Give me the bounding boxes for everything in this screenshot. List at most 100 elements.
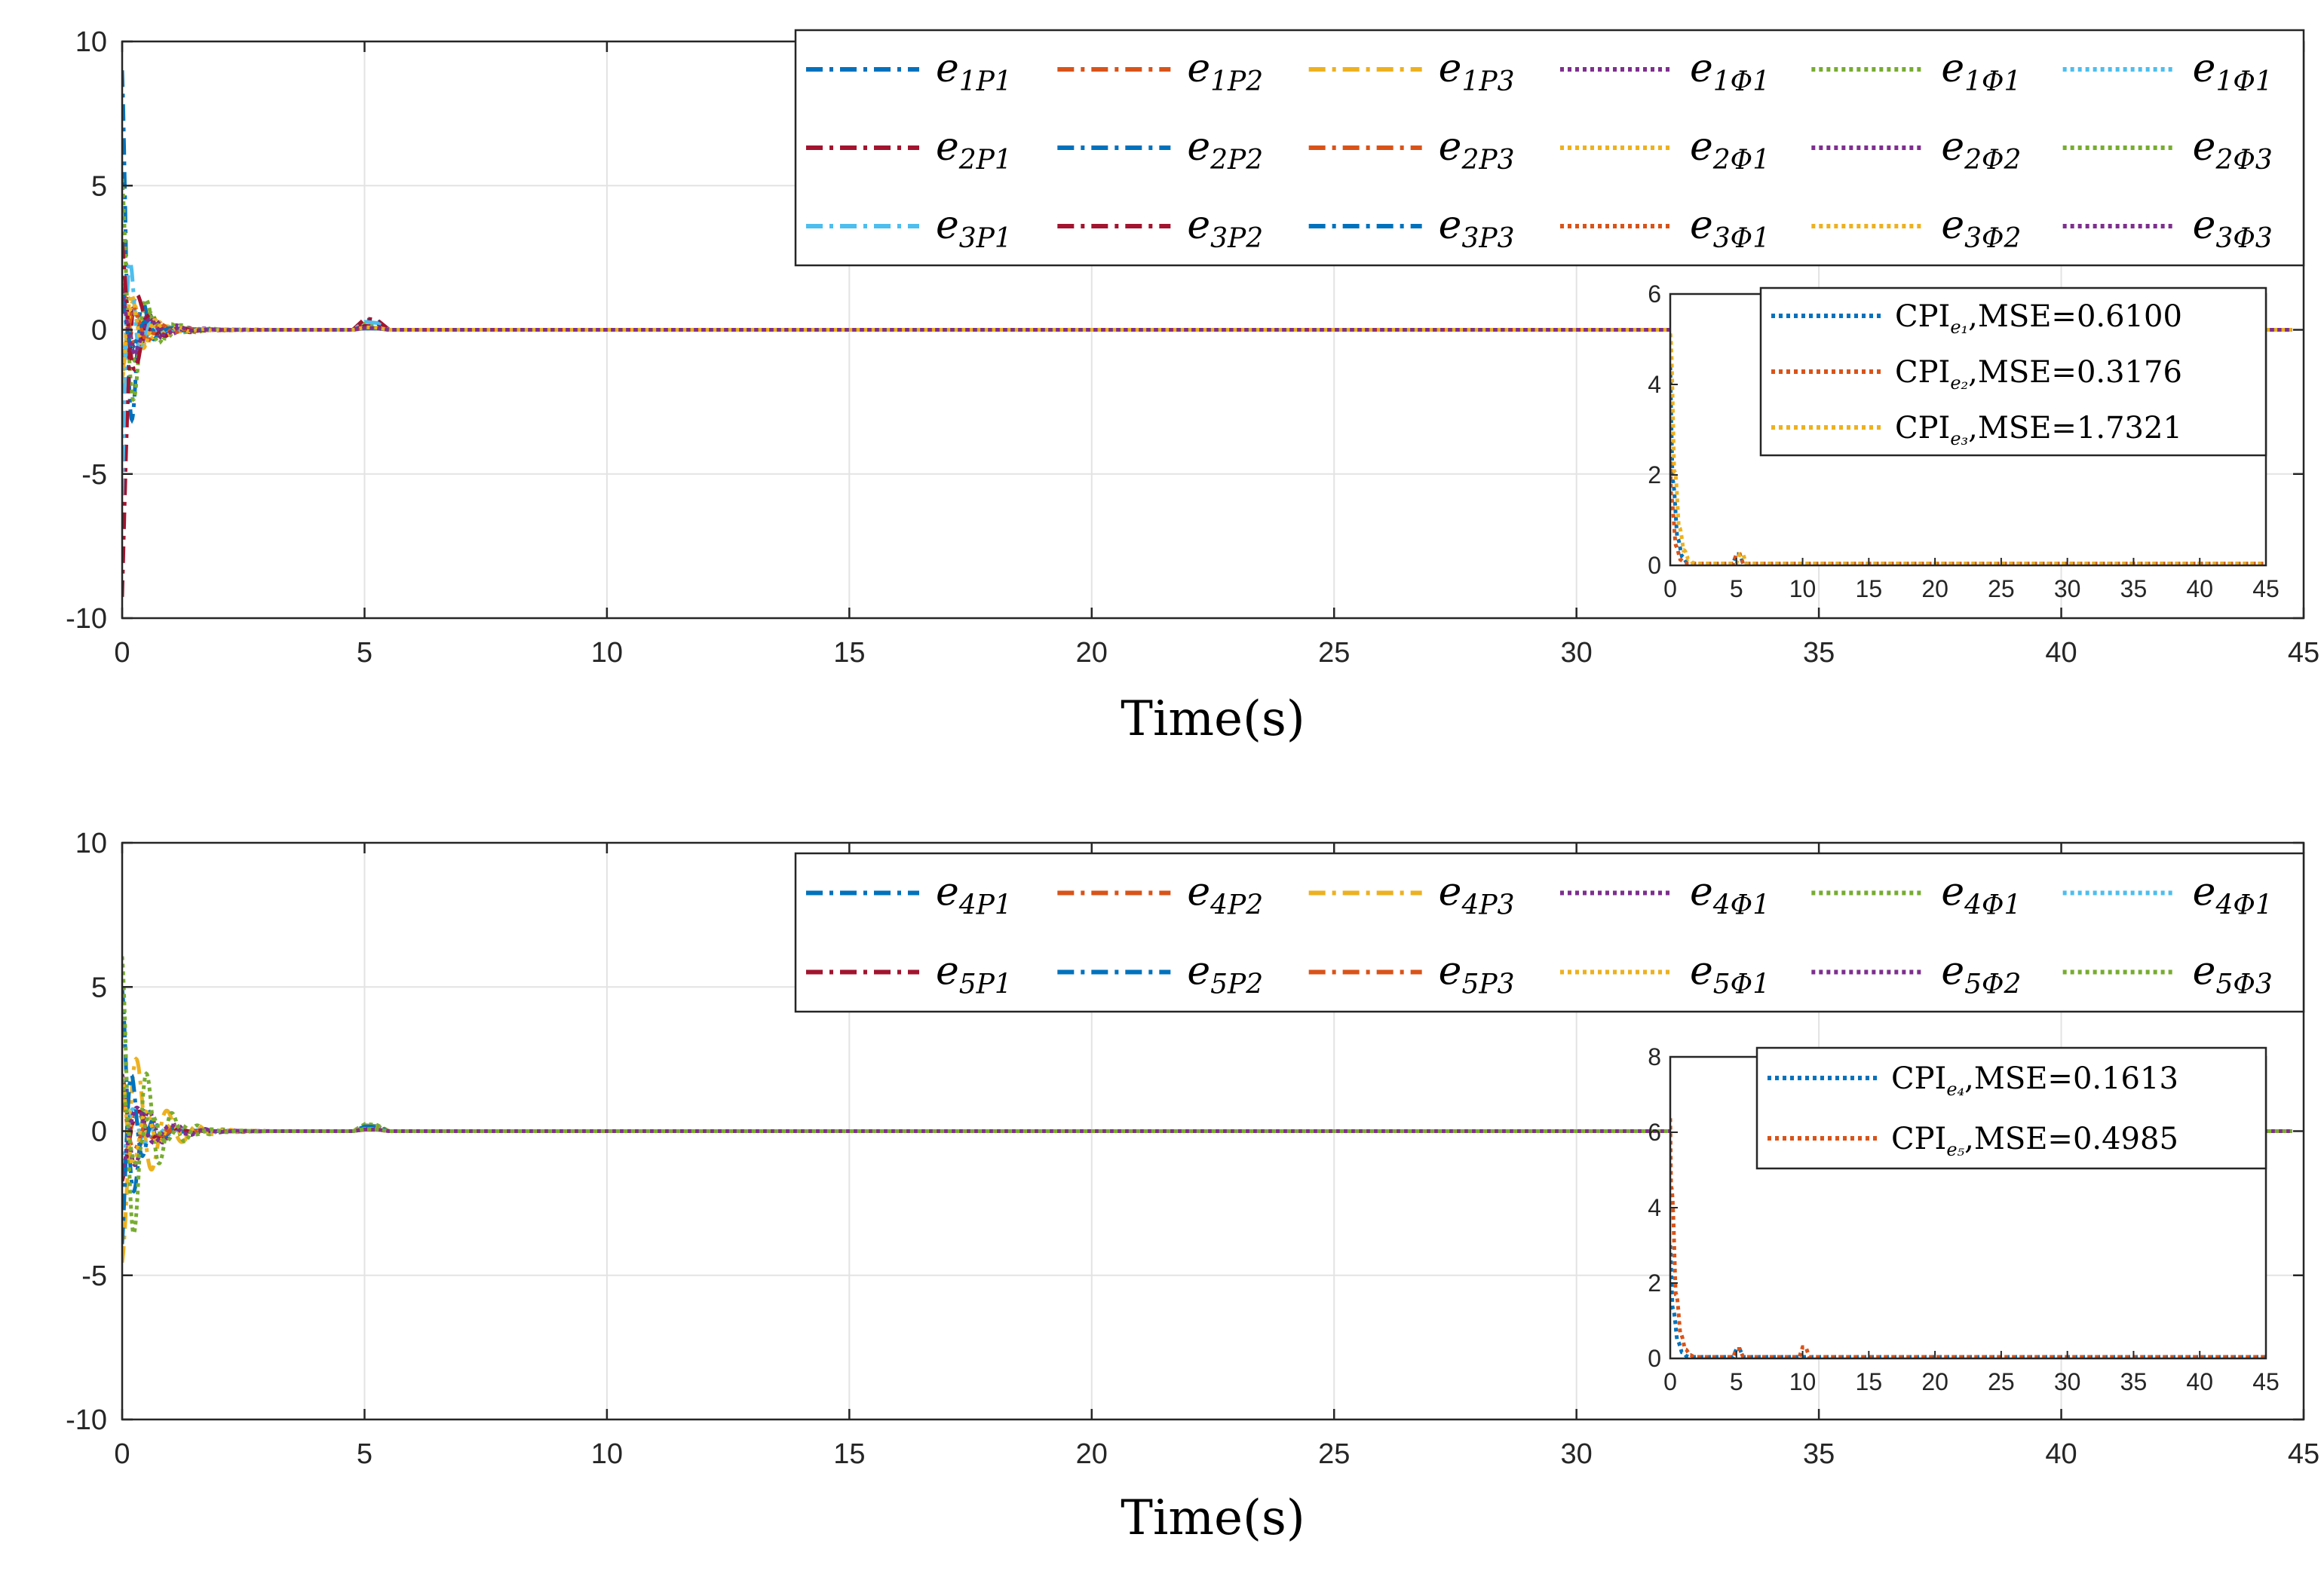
legend-entry: e1P3 (1439, 46, 1515, 97)
inset-series-line (1670, 333, 2266, 565)
x-tick-label: 35 (1803, 637, 1835, 669)
legend-entry: e2P1 (936, 124, 1012, 176)
inset-x-tick-label: 10 (1789, 1368, 1817, 1395)
inset-x-tick-label: 5 (1730, 1368, 1743, 1395)
legend-entry: e3P1 (936, 203, 1012, 254)
y-tick-label: 10 (75, 828, 107, 859)
series-group (122, 956, 2292, 1263)
inset-y-tick-label: 4 (1648, 371, 1661, 398)
legend-entry: e2P2 (1187, 124, 1263, 176)
y-tick-label: -5 (81, 459, 107, 491)
inset-legend-box (1755, 1046, 2267, 1170)
series-line-5Φ2 (122, 1105, 2292, 1176)
x-tick-label: 5 (357, 1438, 373, 1470)
inset-series-line (1670, 1118, 2266, 1358)
inset-axes: 0 5 10 15 20 25 30 35 40 45 0 2 4 6 CPIe₁,MSE=0.6100 CP… (1648, 280, 2280, 602)
inset-x-tick-label: 35 (2120, 1368, 2148, 1395)
inset-x-tick-label: 5 (1730, 575, 1743, 602)
y-tick-label: 5 (91, 170, 107, 202)
legend-entry: e5P2 (1187, 949, 1263, 1000)
series-line-3Φ2 (122, 293, 2292, 384)
inset-x-tick-label: 20 (1921, 1368, 1948, 1395)
inset-x-tick-label: 45 (2252, 1368, 2280, 1395)
legend-entry: e4P2 (1187, 870, 1263, 921)
inset-legend-box (1759, 286, 2267, 457)
inset-x-tick-label: 30 (2054, 575, 2081, 602)
legend-entry: e2Φ1 (1690, 124, 1770, 176)
x-tick-label: 15 (833, 1438, 865, 1470)
inset-legend-entry: CPIe₂,MSE=0.3176 (1895, 355, 2182, 394)
inset-y-tick-label: 4 (1648, 1194, 1661, 1221)
inset-legend-entry: CPIe₅,MSE=0.4985 (1891, 1122, 2178, 1160)
legend-entry: e4Φ1 (2193, 870, 2273, 921)
legend-entry: e1Φ1 (1941, 46, 2021, 97)
inset-x-tick-label: 0 (1663, 1368, 1677, 1395)
y-tick-label: -10 (66, 603, 107, 635)
inset-y-tick-label: 6 (1648, 1119, 1661, 1146)
inset-x-tick-label: 40 (2186, 1368, 2213, 1395)
inset-x-tick-label: 10 (1789, 575, 1817, 602)
legend-entry: e5P3 (1439, 949, 1515, 1000)
x-tick-label: 25 (1318, 1438, 1350, 1470)
x-tick-label: 40 (2045, 637, 2077, 669)
series-group (122, 70, 2292, 597)
y-tick-label: 5 (91, 972, 107, 1003)
inset-x-tick-label: 25 (1988, 1368, 2015, 1395)
legend-entry: e2P3 (1439, 124, 1515, 176)
series-line-5Φ3 (122, 1079, 2292, 1165)
x-tick-label: 25 (1318, 637, 1350, 669)
y-tick-label: 0 (91, 1116, 107, 1148)
inset-x-tick-label: 20 (1921, 575, 1948, 602)
x-tick-label: 45 (2288, 637, 2319, 669)
legend-entry: e2Φ2 (1941, 124, 2021, 176)
inset-legend-entry: CPIe₃,MSE=1.7321 (1895, 411, 2182, 449)
inset-y-tick-label: 6 (1648, 280, 1661, 308)
series-line-1Φ1 (122, 178, 2292, 403)
legend-entry: e3P2 (1187, 203, 1263, 254)
inset-axes: 0 5 10 15 20 25 30 35 40 45 0 2 4 6 8 CPIe₄,MSE=0.1613 C… (1648, 1043, 2280, 1395)
y-tick-label: -10 (66, 1404, 107, 1436)
x-tick-label: 35 (1803, 1438, 1835, 1470)
legend-entry: e5Φ3 (2193, 949, 2273, 1000)
legend-entry: e5Φ2 (1941, 949, 2021, 1000)
inset-x-tick-label: 25 (1988, 575, 2015, 602)
legend-entry: e3Φ2 (1941, 203, 2021, 254)
x-axis-label: Time(s) (1121, 1490, 1305, 1546)
legend-entry: e1P1 (936, 46, 1012, 97)
x-tick-label: 0 (114, 1438, 130, 1470)
x-tick-label: 5 (357, 637, 373, 669)
legend-entry: e4Φ1 (1941, 870, 2021, 921)
legend-entry: e1Φ1 (1690, 46, 1770, 97)
y-tick-label: 10 (75, 26, 107, 58)
inset-x-tick-label: 15 (1856, 1368, 1883, 1395)
inset-x-tick-label: 15 (1856, 575, 1883, 602)
legend-box (794, 29, 2305, 267)
inset-y-tick-label: 2 (1648, 1269, 1661, 1297)
inset-x-tick-label: 40 (2186, 575, 2213, 602)
inset-legend-entry: CPIe₄,MSE=0.1613 (1891, 1061, 2178, 1100)
x-tick-label: 0 (114, 637, 130, 669)
inset-x-tick-label: 0 (1663, 575, 1677, 602)
x-tick-label: 40 (2045, 1438, 2077, 1470)
x-tick-label: 10 (591, 1438, 623, 1470)
legend-entry: e3Φ1 (1690, 203, 1770, 254)
legend-entry: e3Φ3 (2193, 203, 2273, 254)
inset-legend-entry: CPIe₁,MSE=0.6100 (1895, 299, 2182, 338)
y-tick-label: 0 (91, 315, 107, 347)
series-line-3Φ3 (122, 289, 2292, 354)
x-tick-label: 20 (1076, 637, 1108, 669)
x-tick-label: 10 (591, 637, 623, 669)
legend-entry: e4P1 (936, 870, 1012, 921)
inset-y-tick-label: 0 (1648, 1345, 1661, 1372)
legend-entry: e5Φ1 (1690, 949, 1770, 1000)
inset-y-tick-label: 8 (1648, 1043, 1661, 1070)
x-axis-label: Time(s) (1121, 691, 1305, 747)
inset-x-tick-label: 45 (2252, 575, 2280, 602)
inset-series-line (1670, 1245, 2266, 1358)
inset-x-tick-label: 30 (2054, 1368, 2081, 1395)
legend-entry: e1Φ1 (2193, 46, 2273, 97)
x-tick-label: 20 (1076, 1438, 1108, 1470)
